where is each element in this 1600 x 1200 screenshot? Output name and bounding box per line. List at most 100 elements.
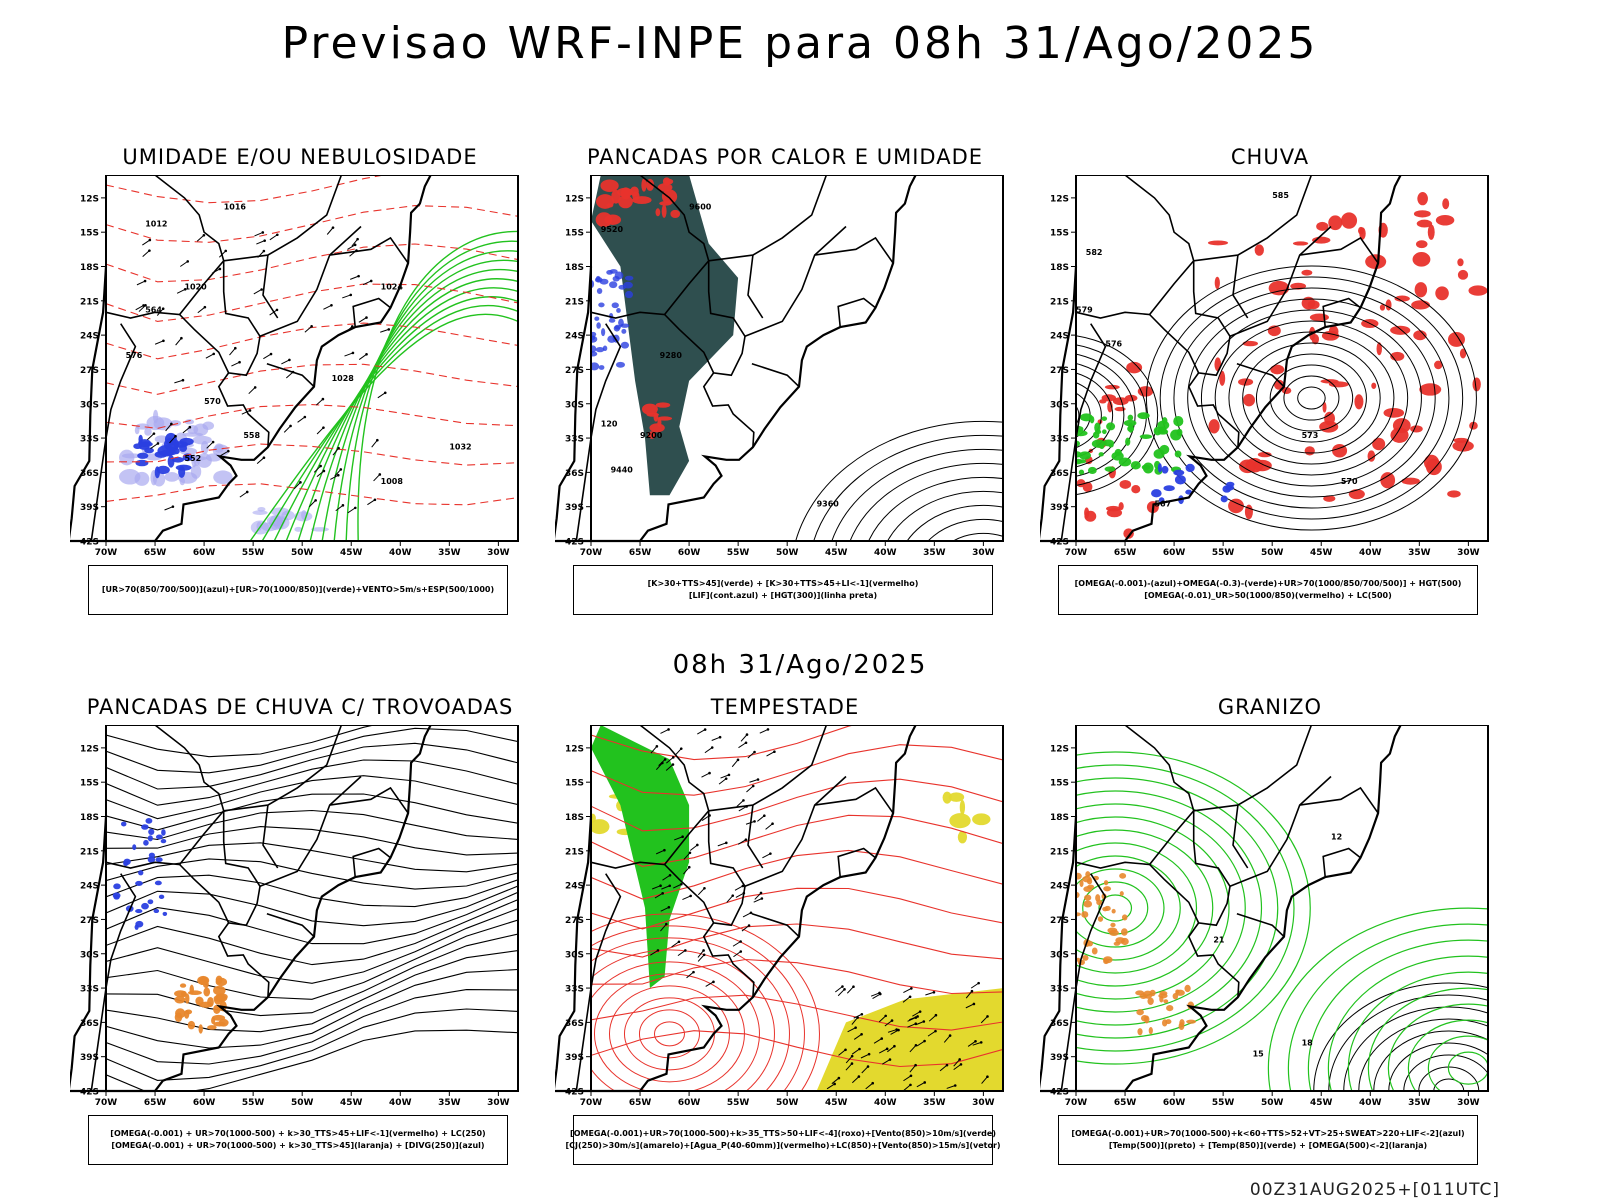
wind-vector: [720, 774, 730, 779]
lif-blue-contour: [615, 361, 626, 368]
wind-vector: [870, 992, 880, 997]
y-tick-label: 21S: [80, 297, 99, 307]
omega-red-fill: [1316, 221, 1329, 231]
wind-vector: [838, 1049, 846, 1056]
wind-vector-head: [759, 891, 763, 895]
wind-arrow-head: [369, 279, 373, 283]
wind-vector: [671, 941, 680, 948]
omega-red-fill: [1219, 370, 1226, 386]
political-border: [1322, 847, 1361, 878]
hgt500-contour: [1283, 375, 1340, 421]
humidity-blue-fill: [182, 432, 203, 437]
wind-arrow: [308, 500, 316, 508]
legend-line: [K>30+TTS>45](verde) + [K>30+TTS>45+LI<-…: [647, 579, 919, 588]
omega-green-fill: [1139, 434, 1153, 439]
omega500-orange-fill: [1147, 997, 1154, 1005]
wind-vector: [878, 1015, 887, 1023]
y-tick-label: 12S: [565, 194, 584, 204]
wind-arrow: [147, 433, 155, 441]
y-tick-label: 18S: [80, 263, 99, 273]
thickness-red-dashed: [106, 404, 518, 429]
wind-vector-head: [970, 989, 974, 993]
political-border: [217, 922, 270, 998]
political-border: [1060, 323, 1107, 542]
coastline: [70, 175, 432, 543]
hgt500-contour: [1076, 363, 1125, 468]
omega500-orange-fill: [1110, 922, 1116, 928]
wind-arrow: [176, 288, 186, 294]
wind-arrow: [334, 469, 342, 477]
coastline: [555, 175, 917, 543]
political-border: [1075, 175, 1195, 319]
omega-green-fill: [1173, 416, 1184, 427]
streamline-250: [106, 908, 518, 984]
omega-green-fill: [1076, 458, 1083, 465]
wind-arrow-head: [269, 352, 273, 356]
political-border: [1060, 873, 1107, 1092]
omega-blue-fill: [1225, 484, 1235, 491]
wind-vector: [972, 1041, 982, 1046]
wind-vector-head: [857, 1075, 861, 1078]
legend-line: [OMEGA(-0.01)_UR>50(1000/850)(vermelho) …: [1144, 591, 1392, 600]
wind-arrow-head: [260, 288, 263, 291]
panel-legend: [OMEGA(-0.001)-(azul)+OMEGA(-0.3)-(verde…: [1058, 565, 1478, 615]
x-tick-label: 35W: [438, 548, 461, 558]
wind-arrow: [351, 238, 358, 247]
panel-pancadas-calor: PANCADAS POR CALOR E UMIDADE 9600 9520 944…: [545, 145, 1025, 625]
omega-blue-fill: [1151, 489, 1162, 498]
instability-orange-fill: [189, 984, 194, 995]
humidity-green-contour: [273, 296, 518, 541]
map-plot: 585 582 579 576 573 570 567 12S 15S 18S 21S 24S 27S 3…: [1040, 175, 1489, 558]
humidity-blue-core: [144, 447, 154, 454]
forecast-time-subtitle: 08h 31/Ago/2025: [672, 650, 928, 680]
panel-title: PANCADAS POR CALOR E UMIDADE: [586, 145, 984, 169]
y-tick-label: 15S: [1050, 779, 1069, 789]
omega-green-fill: [1118, 457, 1132, 467]
wind-arrow-head: [262, 249, 266, 253]
y-tick-label: 12S: [80, 744, 99, 754]
omega-red-fill: [1131, 484, 1141, 494]
wind-vector: [738, 742, 747, 749]
wind-arrow-head: [161, 307, 165, 311]
legend-line: [OMEGA(-0.001)-(azul)+OMEGA(-0.3)-(verde…: [1074, 579, 1462, 588]
x-tick-label: 40W: [389, 548, 412, 558]
lif-blue-contour: [612, 275, 620, 282]
political-border: [747, 805, 764, 869]
wind-vector: [705, 981, 714, 987]
omega500-orange-fill: [1081, 911, 1089, 918]
wind-vector-head: [909, 1074, 913, 1078]
wind-vector-head: [843, 988, 846, 991]
wind-vector: [757, 815, 765, 822]
contour-label: 18: [1302, 1038, 1314, 1047]
y-tick-label: 36S: [80, 469, 99, 479]
omega-green-fill: [1076, 430, 1088, 437]
omega500-orange-fill: [1120, 928, 1128, 936]
x-tick-label: 50W: [291, 1098, 314, 1108]
political-border: [1236, 912, 1285, 938]
wind-arrow: [358, 317, 367, 323]
wind-vector: [697, 954, 705, 962]
wind-vector-head: [773, 750, 776, 754]
divergence-blue-contour: [113, 883, 121, 890]
x-tick-label: 55W: [1212, 1098, 1235, 1108]
wind-arrow: [256, 240, 265, 245]
omega500-orange-fill: [1163, 999, 1169, 1004]
omega-green-fill: [1130, 461, 1141, 470]
humidity-green-contour: [321, 259, 518, 541]
plot-background: [106, 725, 518, 1091]
x-tick-label: 60W: [1163, 1098, 1186, 1108]
wind-vector: [907, 1023, 916, 1028]
hgt500-contour: [1076, 372, 1114, 458]
x-tick-label: 30W: [1457, 548, 1480, 558]
wind-vector-head: [684, 949, 687, 952]
omega-red-fill: [1123, 528, 1134, 539]
lc850-red-contour: [591, 778, 1003, 832]
wind-arrow-head: [262, 456, 266, 459]
wind-arrow-head: [170, 422, 173, 426]
wind-vector: [738, 806, 747, 812]
y-tick-label: 30S: [80, 950, 99, 960]
wind-vector-head: [724, 841, 728, 845]
omega-green-fill: [1098, 452, 1104, 457]
temp850-green-contour: [1076, 751, 1311, 1065]
temp500-contour: [1388, 1042, 1488, 1091]
